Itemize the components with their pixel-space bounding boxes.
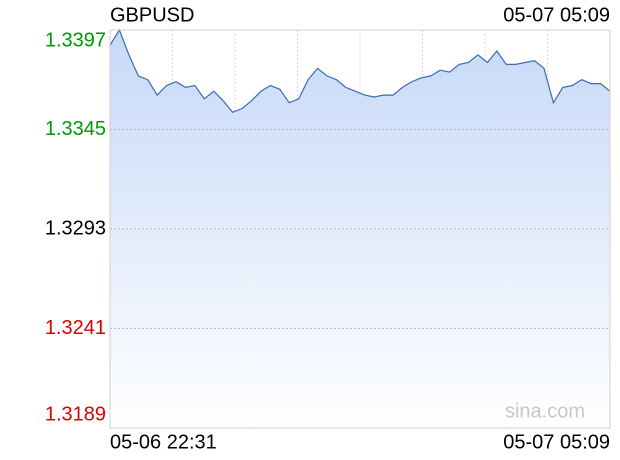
watermark: sina.com (505, 400, 585, 422)
line (109, 28, 611, 114)
y-tick-label: 1.3241 (45, 317, 106, 339)
y-tick-label: 1.3397 (45, 29, 106, 51)
chart-title: GBPUSD (110, 4, 194, 26)
x-tick-label: 05-06 22:31 (110, 431, 217, 453)
x-tick-label: 05-07 05:09 (503, 431, 610, 453)
y-tick-label: 1.3345 (45, 118, 106, 140)
timestamp: 05-07 05:09 (503, 4, 610, 26)
plot-border (109, 29, 611, 429)
y-tick-label: 1.3189 (45, 403, 106, 425)
y-tick-label: 1.3293 (45, 217, 106, 239)
